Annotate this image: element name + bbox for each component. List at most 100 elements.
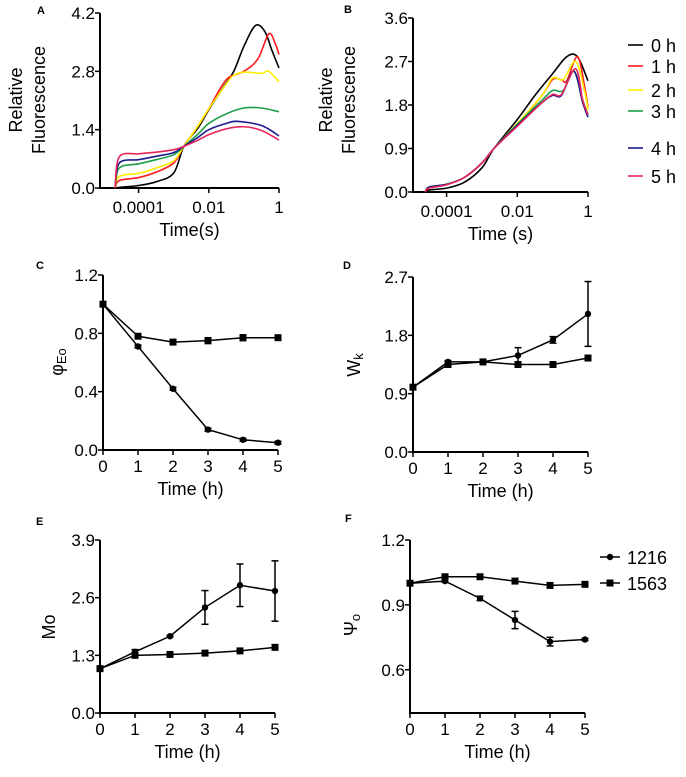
series-5h: [424, 67, 589, 193]
legend-marker-square: [606, 579, 614, 587]
data-point: [131, 651, 139, 659]
data-point: [201, 649, 209, 657]
series-1216: [409, 280, 592, 391]
series-5h: [114, 125, 280, 189]
data-point: [441, 573, 449, 581]
series-line: [114, 106, 280, 189]
y-tick-label: 0.0: [384, 183, 408, 202]
y-tick-label: 2.7: [384, 268, 408, 287]
y-tick-label: 0.0: [74, 441, 98, 460]
y-tick-label: 2.7: [384, 53, 408, 72]
series-line: [424, 55, 589, 193]
panel-b: B 0.0 0.9 1.8 2.7 3.6 0.0001 0.01 1 Time (s) Relat…: [316, 4, 676, 244]
y-axis-title: Wk: [344, 353, 367, 377]
x-tick-label: 0.0001: [113, 198, 165, 217]
series-line: [99, 646, 276, 670]
y-tick-label: 3.6: [384, 9, 408, 28]
panel-label: F: [345, 513, 352, 525]
data-point: [511, 577, 519, 585]
y-axis-title-subscript: k: [351, 353, 366, 360]
series-line: [409, 580, 586, 643]
x-tick-label: 5: [583, 459, 592, 478]
y-tick-label: 0.0: [384, 443, 408, 462]
x-tick-label: 2: [165, 720, 174, 739]
legend: 0 h1 h 2 h3 h 4 h 5 h: [628, 36, 676, 187]
y-axis-title: Ψo: [341, 614, 364, 636]
data-point: [584, 310, 592, 318]
series-line: [409, 576, 586, 587]
series-line: [424, 67, 589, 193]
data-point: [204, 426, 212, 433]
data-point: [236, 582, 244, 589]
x-tick-label: 3: [513, 459, 522, 478]
data-point: [166, 633, 174, 640]
series-2h: [114, 70, 280, 189]
y-axis-title-line: Fluorescence: [339, 46, 359, 154]
series-1h: [114, 32, 280, 189]
data-point: [274, 439, 282, 446]
panel-d: D 0.0 0.9 1.8 2.7 0 1 2 3 4 5 Time (h) Wk: [343, 260, 593, 501]
y-tick-label: 2.8: [71, 62, 95, 81]
y-tick-label: 0.0: [71, 179, 95, 198]
x-tick-label: 1: [130, 720, 139, 739]
x-tick-label: 1: [440, 720, 449, 739]
series-line: [114, 70, 280, 189]
x-axis-title: Time (h): [467, 481, 533, 501]
y-tick-label: 0.9: [384, 140, 408, 159]
y-tick-label: 1.2: [74, 266, 98, 285]
data-point: [584, 354, 592, 362]
y-tick-label: 1.2: [381, 531, 405, 550]
data-point: [514, 361, 522, 368]
x-axis-title: Time (s): [468, 224, 533, 244]
data-point: [546, 638, 554, 645]
series-1563: [99, 300, 282, 346]
y-axis-title-main: W: [344, 360, 364, 377]
legend-label: 1563: [627, 574, 667, 594]
x-tick-label: 0: [95, 720, 104, 739]
x-tick-label: 0: [98, 457, 107, 476]
x-tick-label: 1: [133, 457, 142, 476]
x-tick-label: 0.01: [501, 202, 534, 221]
data-point: [204, 337, 212, 345]
data-point: [581, 580, 589, 588]
x-tick-label: 5: [273, 457, 282, 476]
legend-marker-circle: [606, 553, 614, 561]
y-tick-label: 3.9: [71, 531, 95, 550]
data-point: [169, 338, 177, 346]
data-point: [479, 358, 487, 366]
y-axis-title-line: Relative: [316, 67, 336, 132]
series-3h: [114, 106, 280, 189]
data-point: [444, 361, 452, 368]
x-tick-label: 1: [583, 202, 592, 221]
y-tick-label: 0.6: [381, 661, 405, 680]
y-tick-label: 0.8: [74, 324, 98, 343]
y-axis-title-subscript: o: [348, 614, 363, 621]
x-tick-label: 1: [443, 459, 452, 478]
series-line: [114, 120, 280, 189]
series-1h: [424, 55, 589, 193]
series-line: [114, 125, 280, 189]
data-point: [134, 332, 142, 340]
data-point: [169, 385, 177, 392]
legend-label: 1216: [627, 548, 667, 568]
y-tick-label: 0.9: [381, 596, 405, 615]
series-line: [412, 313, 589, 388]
x-axis-title: Time (h): [154, 742, 220, 762]
data-point: [476, 595, 484, 602]
x-tick-label: 0: [405, 720, 414, 739]
x-tick-label: 0.01: [192, 198, 225, 217]
x-tick-label: 2: [168, 457, 177, 476]
y-axis-title-main: Mo: [39, 614, 59, 639]
series-0h: [424, 53, 589, 193]
panel-label: B: [344, 4, 352, 16]
x-tick-label: 5: [270, 720, 279, 739]
panel-label: E: [36, 516, 43, 528]
x-tick-label: 4: [545, 720, 554, 739]
y-tick-label: 1.4: [71, 121, 95, 140]
x-tick-label: 1: [274, 198, 283, 217]
data-point: [511, 616, 519, 624]
series-1216: [99, 300, 282, 446]
x-tick-label: 5: [580, 720, 589, 739]
